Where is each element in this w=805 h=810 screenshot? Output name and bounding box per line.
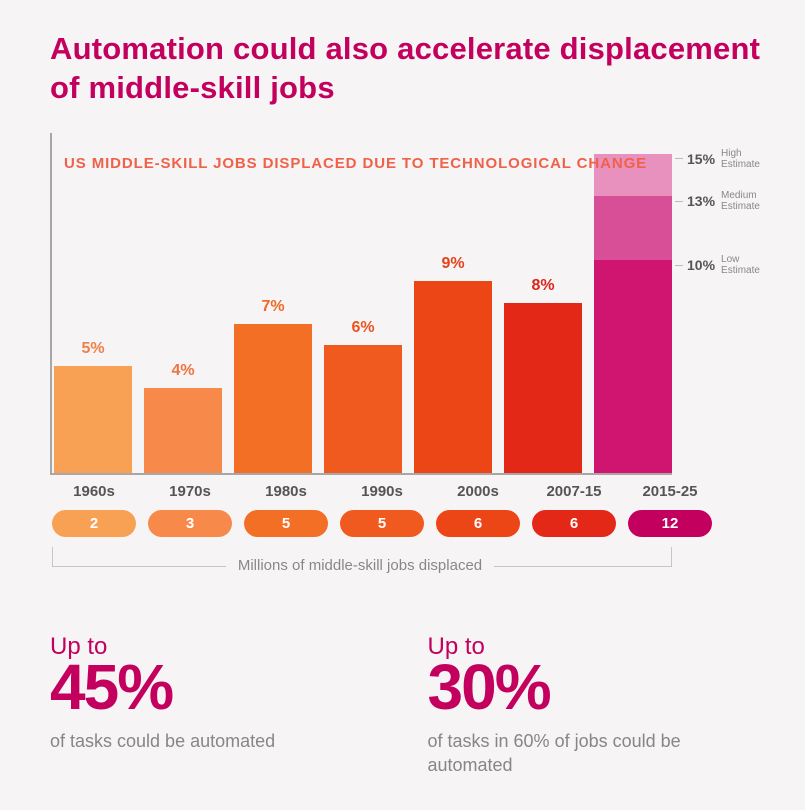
bar-chart: US MIDDLE-SKILL JOBS DISPLACED DUE TO TE… <box>50 133 770 553</box>
estimate-callout-low: 10%LowEstimate <box>675 254 760 276</box>
x-axis: 1960s21970s31980s51990s52000s62007-15620… <box>52 483 672 537</box>
bar-1990s: 6% <box>324 345 402 473</box>
bar-2015-25-projection <box>594 154 672 473</box>
pill-millions: 5 <box>244 510 328 537</box>
x-label: 1970s <box>148 483 232 500</box>
x-label: 2007-15 <box>532 483 616 500</box>
legend-text: Millions of middle-skill jobs displaced <box>226 557 494 574</box>
bar-pct-label: 6% <box>324 319 402 337</box>
estimate-callout-high: 15%HighEstimate <box>675 148 760 170</box>
pill-millions: 12 <box>628 510 712 537</box>
pill-millions: 2 <box>52 510 136 537</box>
legend-label: Millions of middle-skill jobs displaced <box>50 557 670 575</box>
x-label: 1960s <box>52 483 136 500</box>
stat-desc: of tasks could be automated <box>50 729 388 753</box>
stat-big-value: 45% <box>50 655 388 719</box>
bar-pct-label: 5% <box>54 340 132 358</box>
estimate-callout-medium: 13%MediumEstimate <box>675 190 760 212</box>
stats-row: Up to 45% of tasks could be automated Up… <box>50 633 765 778</box>
bar-pct-label: 4% <box>144 362 222 380</box>
stat-desc: of tasks in 60% of jobs could be automat… <box>428 729 766 778</box>
stat-30: Up to 30% of tasks in 60% of jobs could … <box>428 633 766 778</box>
x-label: 2015-25 <box>628 483 712 500</box>
x-label: 2000s <box>436 483 520 500</box>
bar-pct-label: 8% <box>504 277 582 295</box>
bar-1960s: 5% <box>54 366 132 472</box>
bar-2007-15: 8% <box>504 303 582 473</box>
stat-big-value: 30% <box>428 655 766 719</box>
bar-pct-label: 7% <box>234 298 312 316</box>
estimate-callouts: 15%HighEstimate 13%MediumEstimate 10%LowEs… <box>675 133 785 473</box>
x-label: 1980s <box>244 483 328 500</box>
x-label: 1990s <box>340 483 424 500</box>
pill-millions: 5 <box>340 510 424 537</box>
page-title: Automation could also accelerate displac… <box>50 30 765 108</box>
chart-subtitle: US MIDDLE-SKILL JOBS DISPLACED DUE TO TE… <box>64 153 647 174</box>
pill-millions: 6 <box>532 510 616 537</box>
bar-2000s: 9% <box>414 281 492 472</box>
bar-pct-label: 9% <box>414 255 492 273</box>
stat-45: Up to 45% of tasks could be automated <box>50 633 388 778</box>
plot-area: 5%4%7%6%9%8% <box>50 133 672 475</box>
bar-1980s: 7% <box>234 324 312 473</box>
pill-millions: 6 <box>436 510 520 537</box>
pill-millions: 3 <box>148 510 232 537</box>
bar-1970s: 4% <box>144 388 222 473</box>
